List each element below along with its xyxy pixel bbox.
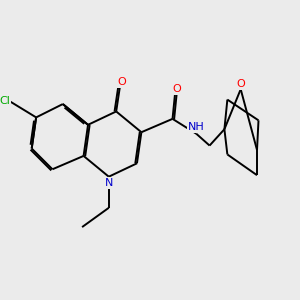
Text: NH: NH xyxy=(188,122,205,132)
Text: O: O xyxy=(236,79,245,89)
Text: Cl: Cl xyxy=(0,96,11,106)
Text: N: N xyxy=(105,178,113,188)
Text: O: O xyxy=(172,84,181,94)
Text: O: O xyxy=(118,77,127,87)
